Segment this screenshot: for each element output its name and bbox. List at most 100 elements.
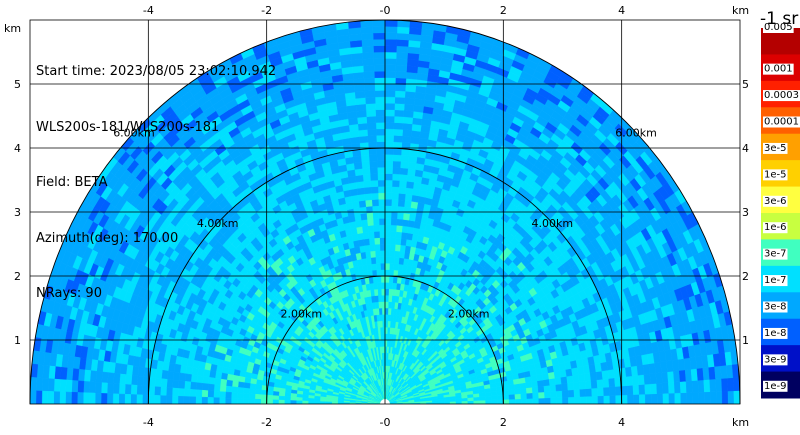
sweep-cell <box>391 288 397 297</box>
sweep-cell <box>384 288 389 296</box>
sweep-cell <box>555 390 563 398</box>
sweep-cell <box>573 389 581 398</box>
sweep-cell <box>548 377 556 386</box>
sweep-cell <box>391 179 400 188</box>
sweep-cell <box>381 294 386 302</box>
sweep-cell <box>392 167 401 175</box>
sweep-cell <box>384 154 394 162</box>
sweep-cell <box>384 38 397 47</box>
sweep-cell <box>407 161 417 170</box>
sweep-cell <box>374 237 381 245</box>
sweep-cell <box>384 192 393 200</box>
sweep-cell <box>361 225 369 234</box>
sweep-cell <box>384 256 390 264</box>
sweep-cell <box>573 381 580 390</box>
sweep-cell <box>384 70 396 79</box>
sweep-cell <box>609 386 616 396</box>
sweep-cell <box>692 391 699 404</box>
sweep-cell <box>384 294 389 302</box>
sweep-cell <box>398 186 407 195</box>
sweep-cell <box>633 394 640 404</box>
sweep-cell <box>384 45 397 53</box>
sweep-cell <box>372 218 380 226</box>
sweep-cell <box>360 26 374 34</box>
sweep-cell <box>384 186 393 194</box>
sweep-cell <box>526 392 534 399</box>
sweep-cell <box>543 385 551 393</box>
sweep-cell <box>638 384 646 395</box>
sweep-cell <box>561 389 569 398</box>
sweep-cell <box>703 379 711 393</box>
sweep-cell <box>405 71 418 80</box>
sweep-cell <box>733 390 740 404</box>
sweep-cell <box>384 26 398 34</box>
sweep-cell <box>395 225 403 233</box>
sweep-cell <box>377 295 382 303</box>
sweep-cell <box>384 250 391 258</box>
sweep-cell <box>372 26 386 34</box>
sweep-cell <box>384 307 389 315</box>
sweep-cell <box>531 386 539 394</box>
sweep-cell <box>403 110 414 118</box>
sweep-cell <box>373 224 380 232</box>
sweep-cell <box>350 52 363 61</box>
sweep-cell <box>395 231 402 239</box>
sweep-cell <box>373 58 386 66</box>
sweep-cell <box>684 368 693 382</box>
sweep-cell <box>384 32 398 40</box>
sweep-cell <box>384 275 390 283</box>
sweep-cell <box>366 218 374 226</box>
sweep-cell <box>537 385 545 393</box>
sweep-cell <box>644 393 652 404</box>
sweep-cell <box>544 391 551 399</box>
sweep-cell <box>554 377 562 385</box>
sweep-cell <box>399 173 408 182</box>
sweep-cell <box>384 198 392 206</box>
sweep-cell <box>371 263 377 271</box>
sweep-cell <box>390 301 396 309</box>
sweep-cell <box>384 262 390 270</box>
sweep-cell <box>356 187 365 196</box>
sweep-cell <box>352 155 362 164</box>
sweep-cell <box>562 396 569 404</box>
sweep-cell <box>393 263 399 271</box>
sweep-cell <box>374 90 386 98</box>
sweep-cell <box>387 327 391 334</box>
sweep-cell <box>359 206 367 215</box>
sweep-cell <box>375 122 386 130</box>
sweep-cell <box>497 399 504 404</box>
sweep-cell <box>384 64 397 72</box>
sweep-cell <box>384 109 395 117</box>
sweep-cell <box>514 388 521 395</box>
sweep-cell <box>384 58 397 66</box>
sweep-cell <box>508 389 516 395</box>
sweep-cell <box>369 250 376 258</box>
sweep-cell <box>377 186 386 194</box>
sweep-cell <box>531 380 539 388</box>
sweep-cell <box>374 250 381 258</box>
sweep-cell <box>520 387 527 394</box>
sweep-cell <box>661 371 669 384</box>
sweep-cell <box>389 256 395 264</box>
sweep-cell <box>375 102 386 110</box>
sweep-cell <box>355 174 364 183</box>
sweep-cell <box>400 154 410 163</box>
sweep-cell <box>596 379 604 389</box>
sweep-cell <box>372 211 380 220</box>
sweep-cell <box>363 180 372 188</box>
sweep-cell <box>365 109 376 117</box>
sweep-cell <box>360 32 374 41</box>
sweep-cell <box>491 399 498 404</box>
sweep-cell <box>389 243 396 251</box>
sweep-cell <box>388 295 393 303</box>
sweep-cell <box>407 52 420 61</box>
sweep-cell <box>401 135 412 144</box>
sweep-cell <box>674 392 682 404</box>
sweep-cell <box>362 173 371 182</box>
sweep-cell <box>364 96 376 105</box>
sweep-cell <box>374 243 381 251</box>
sweep-cell <box>353 78 365 86</box>
sweep-cell <box>409 207 418 216</box>
sweep-cell <box>356 110 367 118</box>
sweep-cell <box>567 382 575 391</box>
